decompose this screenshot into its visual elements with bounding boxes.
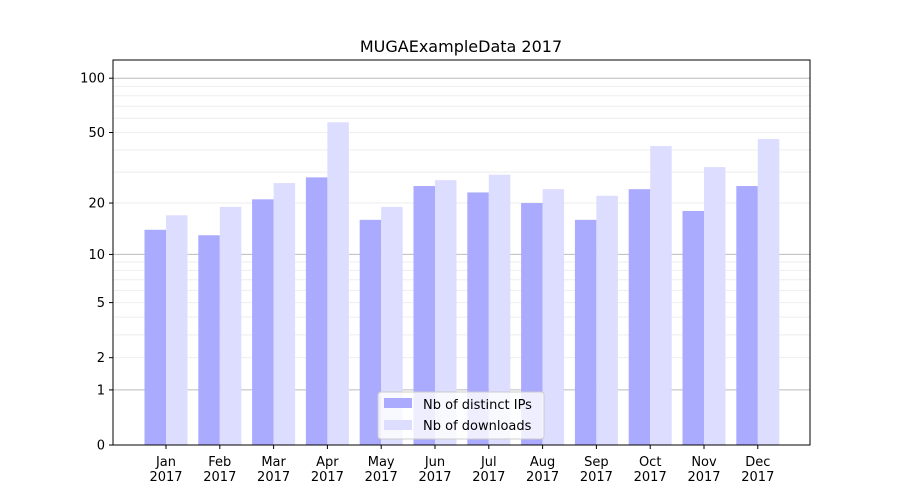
y-tick-label: 100 [80,72,105,87]
bar-downloads [381,206,403,445]
bar-distinct-ips [413,186,435,445]
legend-swatch-ips [384,398,412,408]
x-tick-label-line: Oct [639,455,661,470]
x-tick-label-line: Nov [691,455,717,470]
y-tick-label: 50 [88,126,105,141]
bar-downloads [435,180,457,445]
y-tick-label: 5 [97,296,105,311]
x-tick-label-line: 2017 [526,470,559,485]
x-tick-label-line: May [368,455,395,470]
x-tick-label: Sep 2017 [580,455,613,485]
y-axis: 0 1 2 5 10 20 50 100 [80,72,113,454]
bar-downloads [219,206,242,445]
bar-distinct-ips [144,229,166,445]
bars [144,122,780,445]
x-tick-label-line: Jul [480,455,497,470]
bar-downloads [704,167,726,445]
y-tick-label: 1 [97,383,105,398]
bar-distinct-ips [521,203,543,445]
chart-title: MUGAExampleData 2017 [360,37,562,56]
bar-distinct-ips [682,210,704,445]
x-tick-label: Oct 2017 [634,455,667,485]
y-tick-label: 2 [97,351,105,366]
bar-distinct-ips [574,219,597,445]
x-tick-label: Jul 2017 [472,455,505,485]
x-tick-label-line: 2017 [203,470,236,485]
y-tick-label: 0 [97,439,105,454]
x-tick-label: Jan 2017 [149,455,182,485]
bar-downloads [273,183,296,445]
bar-distinct-ips [198,235,220,445]
x-tick-label: Jun 2017 [418,455,451,485]
bar-downloads [327,122,349,445]
x-tick-label: Mar 2017 [257,455,290,485]
bar-distinct-ips [252,199,274,445]
x-tick-label-line: 2017 [634,470,667,485]
bar-distinct-ips [467,192,489,445]
bar-downloads [542,189,565,445]
x-tick-label-line: Jun [424,455,445,470]
x-tick-label-line: 2017 [741,470,774,485]
legend-label-downloads: Nb of downloads [423,419,532,434]
x-tick-label: Apr 2017 [311,455,344,485]
x-tick-label-line: 2017 [687,470,720,485]
x-tick-label-line: Mar [261,455,286,470]
x-tick-label-line: 2017 [365,470,398,485]
legend-swatch-downloads [384,420,412,430]
x-tick-label-line: 2017 [580,470,613,485]
x-tick-label-line: 2017 [311,470,344,485]
x-tick-label: Aug 2017 [526,455,559,485]
x-tick-label-line: 2017 [472,470,505,485]
x-tick-label-line: 2017 [418,470,451,485]
x-tick-label-line: Aug [530,455,555,470]
axes-frame [112,59,811,446]
bar-downloads [596,195,618,445]
legend: Nb of distinct IPs Nb of downloads [377,391,545,440]
x-tick-label-line: Dec [745,455,770,470]
x-tick-label-line: Feb [208,455,231,470]
x-tick-label: May 2017 [365,455,398,485]
bar-distinct-ips [305,177,328,445]
x-tick-label-line: 2017 [149,470,182,485]
y-tick-label: 20 [88,197,105,212]
bar-distinct-ips [736,186,758,445]
x-tick-label-line: 2017 [257,470,290,485]
x-tick-label-line: Apr [316,455,339,470]
legend-label-ips: Nb of distinct IPs [423,398,532,413]
bar-distinct-ips [359,219,382,445]
x-tick-label-line: Jan [155,455,176,470]
x-tick-label: Nov 2017 [687,455,720,485]
bar-downloads [757,139,780,445]
bar-downloads [650,146,672,445]
bar-downloads [166,215,188,445]
x-tick-label: Dec 2017 [741,455,774,485]
x-tick-label-line: Sep [584,455,609,470]
x-tick-label: Feb 2017 [203,455,236,485]
bar-downloads [488,174,511,445]
bar-distinct-ips [628,189,651,445]
y-tick-label: 10 [88,248,105,263]
